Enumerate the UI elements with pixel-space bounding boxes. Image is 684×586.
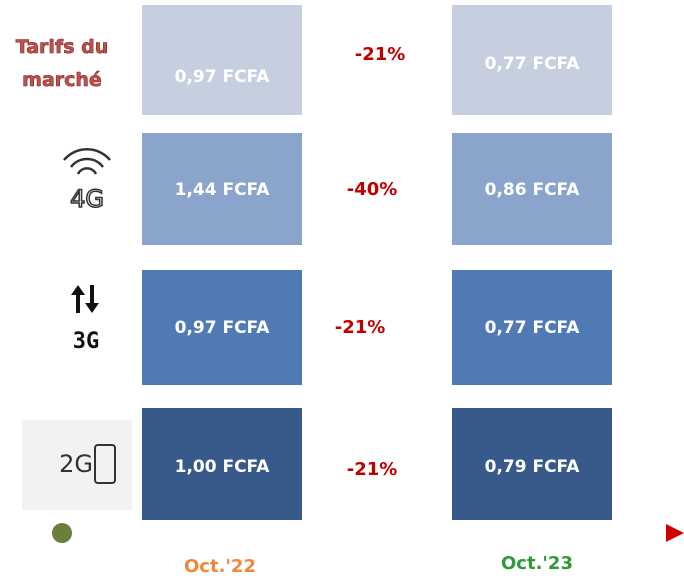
before-box	[142, 270, 302, 385]
after-value: 0,77 FCFA	[485, 318, 581, 338]
before-value: 0,97 FCFA	[175, 318, 271, 338]
icon-3g	[71, 285, 99, 313]
after-box	[452, 408, 612, 520]
change: -21%	[335, 317, 386, 338]
icon-label: 3G	[73, 329, 100, 354]
timeline-start-label: Oct.'22	[184, 556, 256, 577]
after-box	[452, 270, 612, 385]
icon-4g	[63, 148, 111, 175]
icon-label: 4G	[70, 185, 104, 213]
row-label-line1: Tarifs du marché	[16, 36, 109, 91]
after-box	[452, 133, 612, 245]
change: -40%	[347, 179, 398, 200]
icon-label: 2G	[59, 450, 93, 478]
before-box	[142, 5, 302, 115]
timeline-end-label: Oct.'23	[501, 553, 573, 574]
icon-bg	[22, 420, 132, 510]
before-box	[142, 408, 302, 520]
before-value: 1,44 FCFA	[175, 180, 271, 200]
change: -21%	[347, 459, 398, 480]
timeline-start	[52, 523, 72, 543]
after-value: 0,86 FCFA	[485, 180, 581, 200]
after-box	[452, 5, 612, 115]
phone-icon	[94, 444, 116, 484]
timeline-arrow	[666, 524, 684, 542]
after-value: 0,79 FCFA	[485, 457, 581, 477]
before-value: 1,00 FCFA	[175, 457, 271, 477]
before-box	[142, 133, 302, 245]
after-value: 0,77 FCFA	[485, 54, 581, 74]
before-value: 0,97 FCFA	[175, 67, 271, 87]
change: -21%	[355, 44, 406, 65]
